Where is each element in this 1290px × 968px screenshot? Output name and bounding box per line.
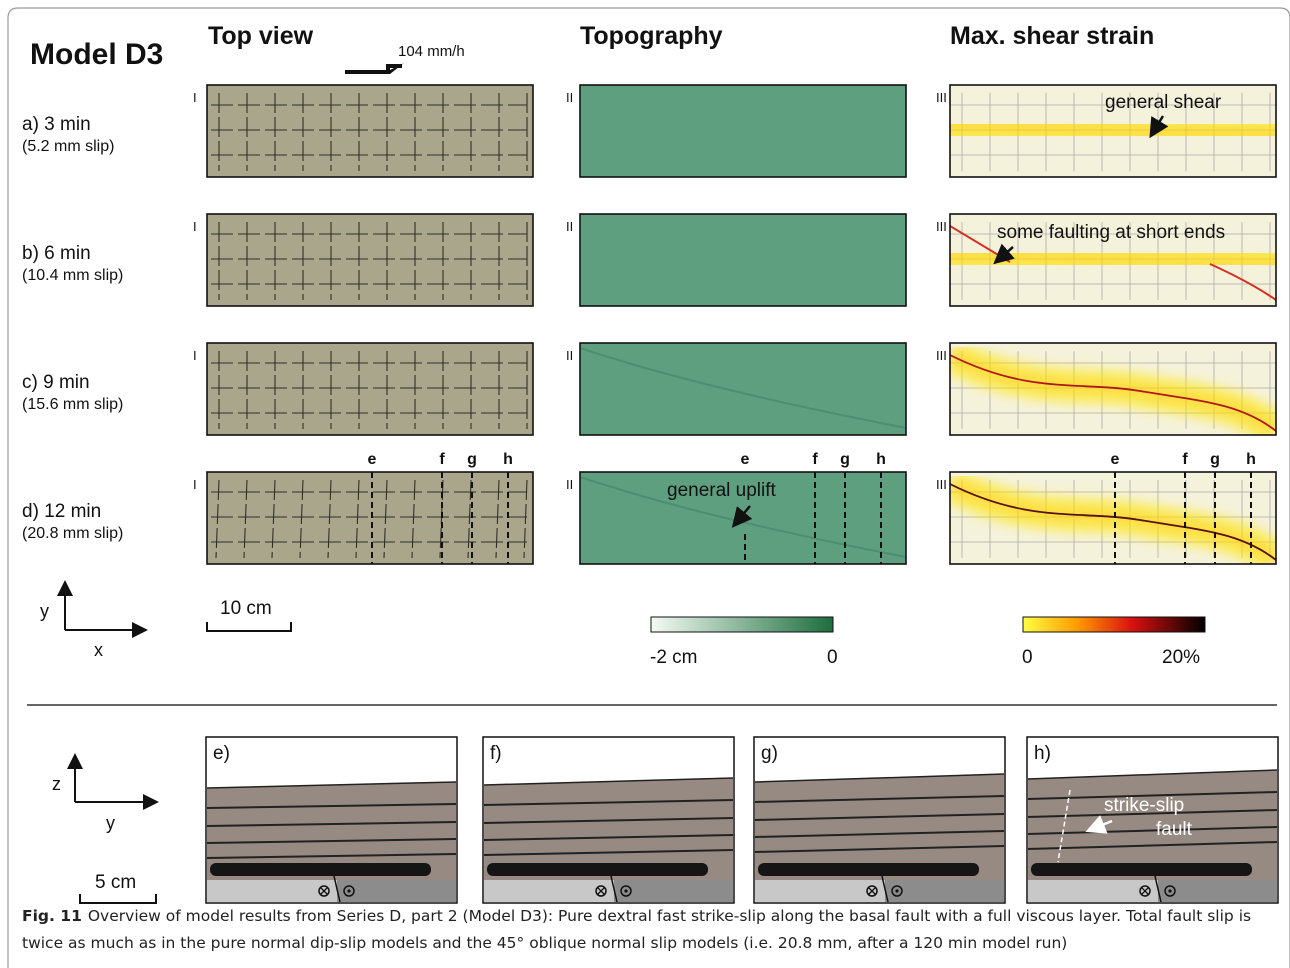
panel-label: III [936, 219, 947, 234]
section-letter: h [876, 451, 886, 468]
scale-label: 5 cm [95, 872, 136, 893]
annotation: strike-slip [1104, 795, 1184, 816]
caption: Fig. 11Overview of model results from Se… [22, 903, 1272, 957]
panel [207, 214, 533, 306]
row-slip: (5.2 mm slip) [22, 138, 114, 155]
page: Model D3 Top view Topography Max. shear … [0, 0, 1290, 968]
section-label: g) [761, 743, 778, 764]
panel [580, 214, 906, 306]
row-time: b) 6 min [22, 243, 91, 264]
colorbar-label: 20% [1162, 647, 1200, 668]
in-dot [624, 889, 627, 892]
colorbar [1023, 617, 1205, 632]
section-letter: f [1182, 451, 1188, 468]
panel [207, 343, 533, 435]
panel [207, 472, 533, 564]
section-label: h) [1034, 743, 1051, 764]
scale-label: 10 cm [220, 598, 272, 619]
viscous-layer [758, 863, 979, 876]
row-time: c) 9 min [22, 372, 90, 393]
panel [207, 85, 533, 177]
section-label: e) [213, 743, 230, 764]
base-left [1028, 880, 1158, 902]
axis-label: y [106, 813, 115, 833]
in-dot [347, 889, 350, 892]
section-letter: f [439, 451, 445, 468]
panel [950, 472, 1276, 564]
panel-label: II [566, 90, 573, 105]
panel-label: I [193, 477, 197, 492]
caption-label: Fig. 11 [22, 907, 82, 925]
colorbar [651, 617, 833, 632]
panel-label: II [566, 219, 573, 234]
section-letter: g [840, 451, 850, 468]
in-dot [895, 889, 898, 892]
row-slip: (10.4 mm slip) [22, 267, 123, 284]
panel-label: I [193, 219, 197, 234]
photo [207, 85, 533, 177]
row-slip: (20.8 mm slip) [22, 525, 123, 542]
scale-bar [207, 622, 291, 631]
panel-label: I [193, 90, 197, 105]
viscous-layer [487, 863, 708, 876]
base-left [755, 880, 885, 902]
figure: Model D3 Top view Topography Max. shear … [0, 0, 1290, 968]
photo [207, 214, 533, 306]
annotation: general shear [1105, 92, 1222, 113]
row-time: a) 3 min [22, 114, 91, 135]
column-header: Topography [580, 22, 723, 50]
axis-label: z [52, 774, 61, 794]
section-letter: g [1210, 451, 1220, 468]
photo [580, 214, 906, 306]
section-letter: e [741, 451, 750, 468]
photo [207, 343, 533, 435]
annotation: general uplift [667, 480, 777, 501]
row-slip: (15.6 mm slip) [22, 396, 123, 413]
row-time: d) 12 min [22, 501, 101, 522]
colorbar-label: 0 [827, 647, 838, 668]
base-left [207, 880, 337, 902]
scale-bar [80, 894, 156, 903]
panel [580, 343, 906, 435]
section-letter: f [812, 451, 818, 468]
section-letter: h [1246, 451, 1256, 468]
panel-label: III [936, 90, 947, 105]
in-dot [1168, 889, 1171, 892]
colorbar-label: 0 [1022, 647, 1033, 668]
base-left [484, 880, 614, 902]
viscous-layer [1031, 863, 1252, 876]
panel-label: III [936, 477, 947, 492]
base-right [337, 880, 456, 902]
axis-label: y [40, 601, 49, 621]
panel [950, 343, 1276, 435]
colorbar-label: -2 cm [650, 647, 698, 668]
section-letter: g [467, 451, 477, 468]
viscous-layer [210, 863, 431, 876]
panel-label: I [193, 348, 197, 363]
section-label: f) [490, 743, 502, 764]
column-header: Max. shear strain [950, 22, 1154, 50]
panel [580, 85, 906, 177]
section-letter: e [1111, 451, 1120, 468]
photo [207, 472, 533, 564]
column-header: Top view [208, 22, 314, 50]
base-right [1158, 880, 1277, 902]
axis-label: x [94, 640, 103, 660]
photo [580, 85, 906, 177]
panel-label: II [566, 348, 573, 363]
base-right [614, 880, 733, 902]
base-right [885, 880, 1004, 902]
model-title: Model D3 [30, 38, 163, 71]
velocity-label: 104 mm/h [398, 43, 465, 60]
panel-label: III [936, 348, 947, 363]
section-letter: h [503, 451, 513, 468]
panel-label: II [566, 477, 573, 492]
photo [580, 343, 906, 435]
annotation: some faulting at short ends [997, 222, 1225, 243]
annotation: fault [1156, 819, 1193, 840]
caption-text: Overview of model results from Series D,… [22, 907, 1251, 952]
section-letter: e [368, 451, 377, 468]
